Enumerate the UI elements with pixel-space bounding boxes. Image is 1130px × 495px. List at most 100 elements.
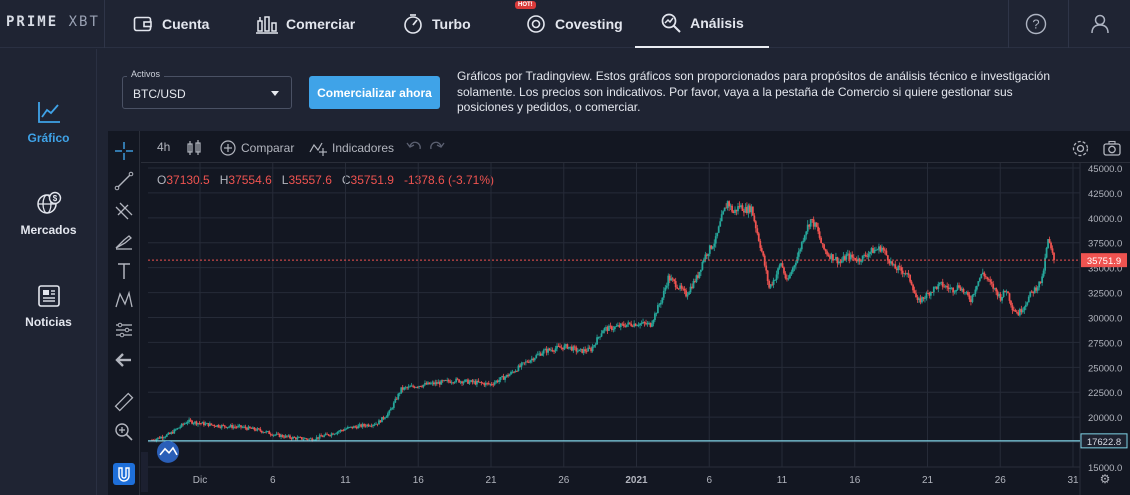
candle-body [794, 262, 797, 266]
candle-body [327, 434, 330, 436]
y-tick-label: 30000.0 [1088, 313, 1122, 324]
candle-body [881, 247, 883, 252]
candle-body [475, 380, 478, 385]
candle-body [1041, 276, 1044, 283]
candle-body [486, 382, 489, 384]
candle-body [1032, 291, 1035, 294]
candle-body [922, 297, 925, 299]
undo-icon[interactable] [406, 140, 422, 154]
candle-body [231, 425, 234, 429]
candle-body [376, 423, 379, 425]
candle-body [603, 328, 606, 331]
sidebar-item-noticias[interactable]: Noticias [0, 283, 97, 329]
candle-body [943, 286, 946, 288]
candle-body [680, 285, 683, 289]
nav-comerciar[interactable]: Comerciar [256, 0, 355, 48]
pattern-icon[interactable] [113, 289, 135, 311]
candle-body [624, 325, 627, 327]
text-tool-icon[interactable] [113, 260, 135, 282]
candle-body [1002, 290, 1005, 297]
asset-select[interactable]: BTC/USD [122, 76, 292, 109]
nav-turbo[interactable]: Turbo [402, 0, 471, 48]
trade-now-button[interactable]: Comercializar ahora [309, 76, 440, 109]
candle-body [803, 235, 806, 241]
candle-body [668, 275, 671, 281]
chevron-down-icon [271, 91, 279, 96]
brush-icon[interactable] [113, 230, 135, 252]
candle-body [338, 431, 340, 433]
candle-body [330, 433, 333, 436]
camera-icon[interactable] [1103, 140, 1121, 156]
sidebar-item-grafico[interactable]: Gráfico [0, 99, 97, 145]
candle-body [548, 348, 551, 351]
candle-body [413, 386, 416, 388]
chart-settings-icon[interactable] [1072, 140, 1089, 157]
candle-body [516, 371, 518, 372]
candle-body [673, 279, 676, 282]
candle-body [158, 437, 161, 439]
ohlc-open: O37130.5 [157, 173, 210, 187]
candle-body [913, 290, 916, 294]
brand-logo[interactable]: PRIME XBT [6, 14, 100, 30]
indicators-button[interactable]: Indicadores [309, 140, 394, 156]
candle-body [832, 254, 834, 260]
candle-body [786, 278, 788, 280]
arrow-left-icon[interactable] [113, 349, 135, 371]
interval-selector[interactable]: 4h [157, 140, 171, 154]
candle-body [725, 207, 728, 209]
candle-body [621, 323, 624, 325]
candle-body [790, 271, 793, 275]
candle-body [625, 324, 628, 327]
candle-type-icon[interactable] [187, 140, 201, 156]
candle-body [995, 287, 998, 292]
compare-button[interactable]: Comparar [220, 140, 294, 156]
candle-body [303, 438, 306, 440]
user-icon[interactable] [1090, 13, 1110, 35]
candle-body [458, 379, 460, 383]
x-tick-label: 16 [413, 475, 425, 486]
candle-body [343, 429, 346, 431]
sidebar-item-mercados[interactable]: $ Mercados [0, 191, 97, 237]
candle-body [250, 427, 253, 429]
nav-cuenta[interactable]: Cuenta [132, 0, 209, 48]
crosshair-icon[interactable] [113, 140, 135, 162]
candle-body [228, 426, 231, 428]
candle-body [907, 273, 910, 275]
candle-body [1008, 293, 1011, 301]
candle-body [732, 211, 735, 213]
candle-body [885, 250, 888, 256]
candle-body [287, 435, 290, 437]
nav-analisis[interactable]: Análisis [635, 0, 769, 48]
candle-body [410, 385, 413, 387]
magnet-icon[interactable] [113, 463, 135, 485]
candle-body [189, 419, 192, 421]
candle-body [164, 436, 167, 438]
candle-body [185, 423, 188, 425]
candle-body [572, 346, 575, 351]
fib-tool-icon[interactable] [113, 200, 135, 222]
help-icon[interactable]: ? [1025, 13, 1047, 35]
candle-body [459, 381, 462, 383]
candle-body [502, 376, 505, 380]
candle-body [229, 425, 232, 427]
candle-body [418, 385, 420, 388]
candle-body [744, 207, 747, 213]
measure-icon[interactable] [113, 319, 135, 341]
compare-label: Comparar [241, 141, 295, 155]
chart-scroll-handle[interactable] [141, 452, 148, 492]
candle-body [183, 423, 186, 425]
candle-body [800, 242, 803, 250]
candle-body [990, 281, 993, 284]
candle-body [177, 427, 180, 429]
redo-icon[interactable] [429, 140, 445, 154]
trend-line-icon[interactable] [113, 170, 135, 192]
ruler-icon[interactable] [113, 391, 135, 413]
sidebar-item-label: Noticias [25, 315, 72, 329]
candle-body [698, 271, 701, 278]
candle-body [550, 349, 552, 351]
zoom-in-icon[interactable] [113, 421, 135, 443]
candle-body [504, 376, 506, 380]
candle-body [585, 351, 588, 352]
nav-covesting[interactable]: HOT! Covesting [515, 0, 623, 48]
